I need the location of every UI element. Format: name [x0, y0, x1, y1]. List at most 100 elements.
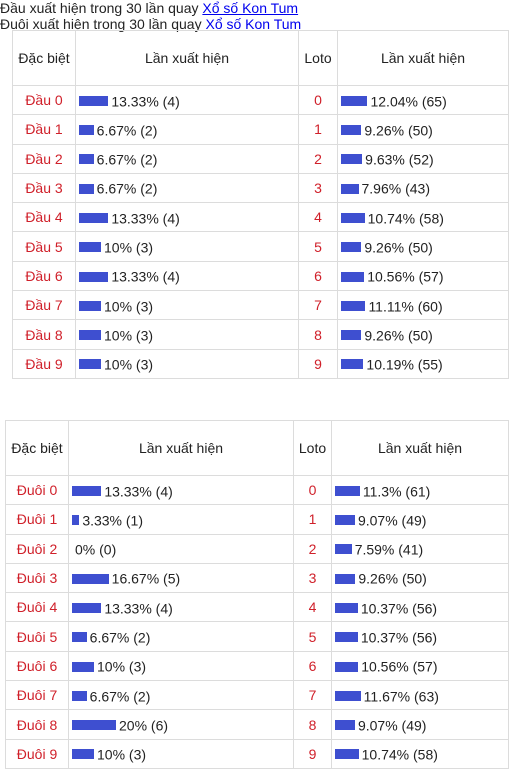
count-cell: 10% (3) [75, 290, 299, 321]
value-label: 9.63% (52) [365, 151, 434, 168]
data-row: Đuôi 3 16.67% (5) 3 9.26% (50) [5, 562, 509, 594]
header-cell: Đặc biệt [12, 30, 76, 86]
row-label: Đuôi 0 [5, 474, 69, 506]
value-label: 6.67% (2) [89, 629, 151, 646]
data-row: Đầu 9 10% (3) 9 10.19% (55) [12, 348, 509, 379]
section-title: Đầu xuất hiện trong 30 lần quay Xổ số Ko… [0, 0, 509, 16]
loto-count-cell: 11.67% (63) [331, 680, 509, 711]
data-row: Đuôi 1 3.33% (1) 1 9.07% (49) [5, 504, 509, 535]
loto-count-cell: 11.11% (60) [337, 290, 509, 321]
loto-count-cell: 9.07% (49) [331, 709, 509, 740]
data-row: Đầu 4 13.33% (4) 4 10.74% (58) [12, 202, 509, 233]
bar [72, 661, 94, 672]
loto-count-cell: 10.37% (56) [331, 592, 509, 623]
row-label: Đầu 9 [12, 348, 76, 379]
value-label: 10.37% (56) [360, 629, 438, 646]
loto-count-cell: 9.07% (49) [331, 504, 509, 535]
bar [335, 690, 361, 701]
value-label: 10% (3) [104, 239, 154, 256]
row-label: Đầu 4 [12, 202, 76, 233]
loto-count-cell: 9.26% (50) [337, 114, 509, 145]
count-cell: 10% (3) [75, 231, 299, 262]
row-label: Đuôi 4 [5, 592, 69, 623]
loto-number: 6 [293, 650, 332, 682]
title-link[interactable]: Xổ số Kon Tum [202, 0, 299, 16]
loto-count-cell: 10.74% (58) [337, 202, 509, 233]
bar [341, 300, 366, 311]
value-label: 9.26% (50) [364, 239, 433, 256]
loto-count-cell: 9.26% (50) [331, 562, 509, 594]
count-cell: 13.33% (4) [68, 474, 294, 506]
value-label: 7.96% (43) [361, 180, 430, 197]
loto-count-cell: 12.04% (65) [337, 84, 509, 116]
loto-number: 4 [293, 592, 332, 623]
value-label: 13.33% (4) [104, 599, 173, 616]
count-cell: 13.33% (4) [68, 592, 294, 623]
row-label: Đầu 0 [12, 84, 76, 116]
loto-number: 1 [293, 504, 332, 535]
count-cell: 6.67% (2) [75, 114, 299, 145]
row-label: Đuôi 6 [5, 650, 69, 682]
value-label: 3.33% (1) [82, 512, 144, 529]
stats-table: Đặc biệt Lần xuất hiện Loto Lần xuất hiện Đầ… [12, 30, 509, 379]
count-cell: 3.33% (1) [68, 504, 294, 535]
value-label: 10.37% (56) [360, 599, 438, 616]
row-label: Đầu 2 [12, 143, 76, 174]
header-cell: Lần xuất hiện [68, 420, 294, 476]
title-link[interactable]: Xổ số Kon Tum [205, 16, 302, 32]
bar [341, 154, 363, 165]
bar [335, 573, 356, 584]
loto-count-cell: 11.3% (61) [331, 474, 509, 506]
count-cell: 6.67% (2) [68, 680, 294, 711]
loto-count-cell: 10.74% (58) [331, 738, 509, 769]
bar [335, 602, 358, 613]
loto-number: 9 [293, 738, 332, 769]
row-label: Đầu 3 [12, 172, 76, 204]
bar [335, 485, 360, 496]
data-row: Đuôi 6 10% (3) 6 10.56% (57) [5, 650, 509, 682]
value-label: 10.74% (58) [361, 746, 438, 763]
count-cell: 13.33% (4) [75, 84, 299, 116]
header-cell: Lần xuất hiện [75, 30, 299, 86]
loto-count-cell: 9.26% (50) [337, 319, 509, 350]
value-label: 6.67% (2) [96, 122, 158, 139]
count-cell: 6.67% (2) [68, 621, 294, 652]
loto-count-cell: 9.26% (50) [337, 231, 509, 262]
row-label: Đầu 6 [12, 260, 76, 292]
count-cell: 6.67% (2) [75, 172, 299, 204]
count-cell: 10% (3) [68, 738, 294, 769]
bar [79, 154, 94, 165]
bar [72, 690, 87, 701]
loto-count-cell: 10.56% (57) [331, 650, 509, 682]
value-label: 11.3% (61) [362, 482, 431, 499]
bar [341, 271, 365, 282]
bar [72, 749, 94, 760]
bar [72, 720, 116, 731]
title-text: Đầu xuất hiện trong 30 lần quay [0, 0, 199, 16]
bar [335, 544, 352, 555]
value-label: 7.59% (41) [354, 541, 424, 558]
bar [341, 125, 362, 136]
bar [79, 212, 109, 223]
value-label: 16.67% (5) [111, 570, 181, 587]
value-label: 10.56% (57) [367, 268, 444, 285]
data-row: Đầu 5 10% (3) 5 9.26% (50) [12, 231, 509, 262]
loto-number: 8 [298, 319, 338, 350]
count-cell: 16.67% (5) [68, 562, 294, 594]
row-label: Đuôi 8 [5, 709, 69, 740]
count-cell: 13.33% (4) [75, 260, 299, 292]
loto-number: 7 [298, 290, 338, 321]
value-label: 9.26% (50) [364, 327, 433, 344]
value-label: 9.26% (50) [358, 570, 427, 587]
header-cell: Loto [293, 420, 332, 476]
loto-number: 3 [298, 172, 338, 204]
stats-table: Đặc biệt Lần xuất hiện Loto Lần xuất hiện Đu… [5, 420, 509, 769]
section-title: Đuôi xuất hiện trong 30 lần quay Xổ số K… [0, 16, 509, 32]
bar [335, 515, 355, 526]
bar [335, 661, 359, 672]
loto-number: 6 [298, 260, 338, 292]
data-row: Đuôi 4 13.33% (4) 4 10.37% (56) [5, 592, 509, 623]
header-row: Đặc biệt Lần xuất hiện Loto Lần xuất hiện [12, 30, 509, 86]
count-cell: 13.33% (4) [75, 202, 299, 233]
bar [72, 632, 87, 643]
